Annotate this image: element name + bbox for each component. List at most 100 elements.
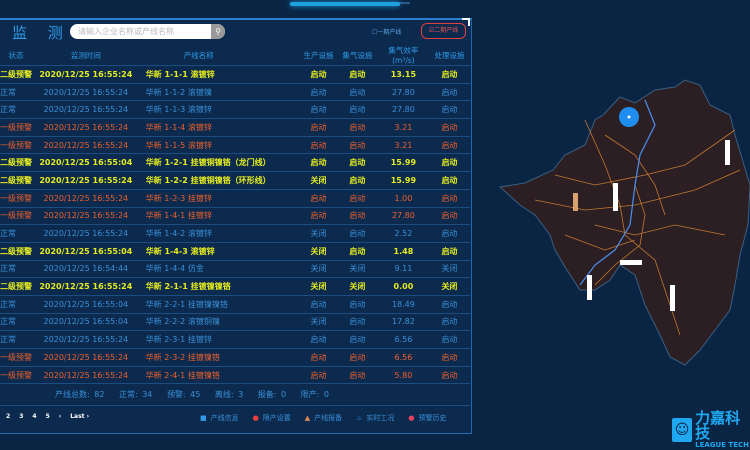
cell-status: 二级预警 (0, 277, 32, 296)
cell-time: 2020/12/25 16:55:24 (32, 100, 140, 120)
legend-label: 预警历史 (418, 414, 447, 422)
table-row[interactable]: 二级预警 2020/12/25 16:55:24 华新 1-1-1 滚镀锌 启动 启动 1… (0, 65, 470, 84)
cell-treat: 启动 (428, 189, 470, 208)
cell-eff: 15.99 (377, 171, 429, 190)
cell-treat: 启动 (428, 136, 470, 155)
cell-status: 正常 (0, 100, 32, 120)
phase1-label: 一期产线 (377, 29, 402, 36)
cell-gas: 启动 (336, 313, 378, 332)
cell-name: 华新 1-2-3 挂镀锌 (139, 189, 301, 208)
table-row[interactable]: 二级预警 2020/12/25 16:55:24 华新 1-2-2 挂镀铜镍铬（环形… (0, 171, 470, 190)
column-header: 产线名称 (139, 45, 301, 66)
history-icon: ● (408, 414, 415, 422)
page-link[interactable]: 5 (45, 413, 50, 420)
table-row[interactable]: 正常 2020/12/25 16:54:44 华新 1-4-4 仿金 关闭 关闭 9.11… (0, 260, 470, 279)
legend-item[interactable]: ● 限产设置 (253, 414, 291, 422)
logo-en: LEAGUE TECH (695, 441, 749, 449)
table-row[interactable]: 正常 2020/12/25 16:55:04 华新 2-2-1 挂镀镍镍铬 启动 启动 1… (0, 295, 470, 314)
table-row[interactable]: 正常 2020/12/25 16:55:24 华新 1-4-2 滚镀锌 关闭 启动 2.5… (0, 224, 470, 243)
cell-time: 2020/12/25 16:55:24 (32, 118, 140, 137)
marker-dot (627, 115, 631, 119)
cell-treat: 启动 (428, 153, 470, 173)
table-row[interactable]: 正常 2020/12/25 16:55:04 华新 2-2-2 滚镀铜镍 关闭 启动 17… (0, 313, 470, 332)
cell-eff: 0.00 (377, 277, 429, 296)
cell-time: 2020/12/25 16:55:24 (32, 224, 140, 243)
cell-prod: 启动 (300, 330, 337, 349)
cell-name: 华新 1-2-2 挂镀铜镍铬（环形线） (139, 171, 301, 190)
legend-item[interactable]: ● 预警历史 (408, 414, 446, 422)
region-map[interactable] (495, 75, 750, 375)
legend-item[interactable]: ■ 产线信息 (200, 414, 239, 422)
table-row[interactable]: 正常 2020/12/25 16:55:24 华新 1-1-2 滚镀镍 启动 启动 27.… (0, 83, 470, 102)
cell-status: 二级预警 (0, 242, 32, 261)
cell-treat: 启动 (428, 224, 470, 243)
stat-report: 报备: 0 (257, 390, 287, 399)
cell-time: 2020/12/25 16:55:24 (32, 65, 140, 84)
cell-time: 2020/12/25 16:55:24 (32, 83, 140, 102)
page-link[interactable]: Last › (70, 413, 90, 420)
cell-time: 2020/12/25 16:55:24 (32, 330, 140, 349)
cell-gas: 启动 (336, 83, 378, 102)
table-row[interactable]: 一级预警 2020/12/25 16:55:24 华新 1-1-4 滚镀锌 启动 启动 3… (0, 118, 470, 137)
table-row[interactable]: 一级预警 2020/12/25 16:55:24 华新 2-4-1 挂镀镍铬 启动 启动… (0, 366, 470, 385)
page-link[interactable]: 3 (19, 413, 24, 420)
search-icon[interactable]: ⚲ (211, 24, 225, 39)
column-header: 状态 (0, 45, 32, 66)
legend-label: 产线报备 (314, 414, 343, 422)
cell-eff: 6.56 (377, 348, 429, 367)
cell-status: 正常 (0, 260, 32, 279)
cell-eff: 3.21 (377, 118, 429, 137)
river (579, 99, 656, 286)
table-row[interactable]: 二级预警 2020/12/25 16:55:24 华新 2-1-1 挂镀镍镍铬 关闭关… (0, 277, 470, 296)
legend-label: 实时工况 (366, 414, 395, 422)
table-row[interactable]: 正常 2020/12/25 16:55:24 华新 1-1-3 滚镀锌 启动 启动 27.… (0, 100, 470, 120)
page-link[interactable]: 2 (6, 413, 11, 420)
company-logo: ☺ 力嘉科技 LEAGUE TECH (672, 411, 750, 449)
table-row[interactable]: 一级预警 2020/12/25 16:55:24 华新 1-4-1 挂镀锌 启动 启动 2… (0, 207, 470, 226)
legend-label: 限产设置 (262, 414, 291, 422)
cell-eff: 1.48 (377, 242, 429, 261)
table-row[interactable]: 二级预警 2020/12/25 16:55:04 华新 1-2-1 挂镀铜镍铬（龙门… (0, 153, 470, 173)
table-row[interactable]: 二级预警 2020/12/25 16:55:04 华新 1-4-3 滚镀锌 关闭 启动 1… (0, 242, 470, 261)
cell-treat: 启动 (428, 171, 470, 190)
phase1-checkbox[interactable]: ☐一期产线 (372, 29, 402, 36)
phase2-label: 二期产线 (434, 27, 459, 34)
cell-eff: 27.80 (377, 207, 429, 226)
table-row[interactable]: 一级预警 2020/12/25 16:55:24 华新 1-1-5 滚镀锌 启动 启动 3… (0, 136, 470, 155)
cell-prod: 启动 (300, 118, 337, 137)
cell-name: 华新 1-4-3 滚镀锌 (139, 242, 301, 261)
page-link[interactable]: 4 (32, 413, 37, 420)
factory-markers[interactable] (587, 140, 730, 311)
district-marker (573, 193, 578, 211)
table-row[interactable]: 正常 2020/12/25 16:55:24 华新 2-3-1 挂镀锌 启动 启动 6.5… (0, 330, 470, 349)
cell-gas: 启动 (336, 224, 378, 243)
cell-name: 华新 2-4-1 挂镀镍铬 (139, 366, 301, 385)
action-legend: ■ 产线信息 ● 限产设置 ▲ 产线报备 ♨ 实时工况 ● 预警历史 (200, 413, 461, 423)
cell-name: 华新 1-4-1 挂镀锌 (139, 207, 301, 226)
cell-prod: 启动 (300, 366, 337, 385)
cell-eff: 27.80 (377, 100, 429, 120)
divider (0, 405, 470, 406)
cell-treat: 启动 (428, 313, 470, 332)
cell-prod: 关闭 (300, 260, 337, 279)
cell-prod: 关闭 (300, 313, 337, 332)
monitor-table: 状态 监测时间 产线名称 生产设施 集气设施 集气效率(m³/s) 处理设施 二级预警 202… (0, 45, 470, 385)
cell-gas: 启动 (336, 242, 378, 261)
cell-gas: 启动 (336, 295, 378, 314)
page-link[interactable]: › (58, 413, 62, 420)
stats-bar: 产线总数: 82 正常: 34 预警: 45 离线: 3 报备: 0 限产: 0 (55, 389, 339, 400)
legend-item[interactable]: ▲ 产线报备 (305, 414, 342, 422)
cell-name: 华新 1-1-3 滚镀锌 (139, 100, 301, 120)
cell-eff: 9.11 (377, 260, 429, 279)
table-row[interactable]: 一级预警 2020/12/25 16:55:24 华新 2-3-2 挂镀镍铬 启动 启动… (0, 348, 470, 367)
cell-treat: 启动 (428, 295, 470, 314)
cell-eff: 3.21 (377, 136, 429, 155)
stat-offline: 离线: 3 (214, 390, 244, 399)
table-row[interactable]: 一级预警 2020/12/25 16:55:24 华新 1-2-3 挂镀锌 启动 启动 1… (0, 189, 470, 208)
search-input[interactable]: 请输入企业名称或产线名称 ⚲ (70, 24, 225, 39)
cell-treat: 启动 (428, 65, 470, 84)
phase2-checkbox[interactable]: ☑二期产线 (421, 23, 466, 39)
cell-status: 一级预警 (0, 366, 32, 385)
legend-item[interactable]: ♨ 实时工况 (356, 414, 394, 422)
stat-stopped: 限产: 0 (300, 390, 329, 399)
